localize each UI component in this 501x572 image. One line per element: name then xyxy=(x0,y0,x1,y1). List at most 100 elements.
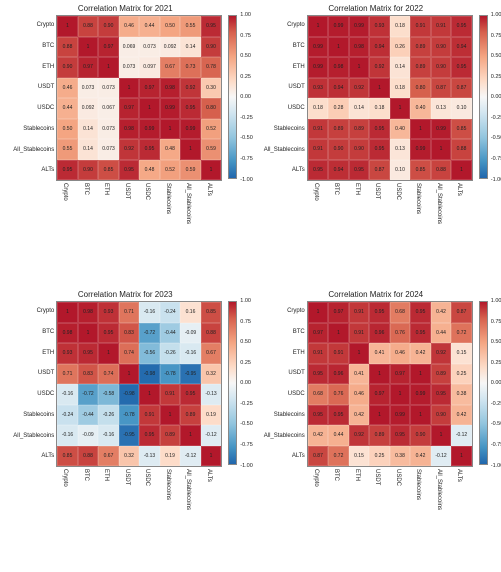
heatmap-cell: 0.46 xyxy=(349,384,370,405)
heatmap-cell: 0.97 xyxy=(98,37,119,58)
heatmap-cell: 0.87 xyxy=(369,160,390,181)
heatmap-cell: 0.14 xyxy=(78,139,99,160)
y-label: USDC xyxy=(264,384,305,405)
heatmap-cell: 1 xyxy=(57,302,78,323)
heatmap-cell: 1 xyxy=(139,98,160,119)
heatmap-cell: -0.98 xyxy=(119,384,140,405)
heatmap-cell: -0.78 xyxy=(160,364,181,385)
heatmap-cell: 0.91 xyxy=(139,405,160,426)
heatmap-cell: 0.073 xyxy=(78,78,99,99)
heatmap-cell: 0.46 xyxy=(57,78,78,99)
heatmap-cell: 0.50 xyxy=(160,16,181,37)
heatmap-cell: 0.94 xyxy=(328,160,349,181)
heatmap-cell: 0.90 xyxy=(57,57,78,78)
heatmap-cell: -0.13 xyxy=(139,446,160,467)
heatmap-cell: 0.95 xyxy=(139,139,160,160)
heatmap-cell: 0.13 xyxy=(431,98,452,119)
heatmap-cell: -0.44 xyxy=(160,323,181,344)
heatmap-cell: 0.48 xyxy=(160,139,181,160)
colorbar-tick: 0.75 xyxy=(491,320,501,326)
heatmap-cell: 0.74 xyxy=(119,343,140,364)
y-label: ALTs xyxy=(264,446,305,467)
heatmap-cell: 0.15 xyxy=(349,446,370,467)
heatmap-cell: 0.83 xyxy=(119,323,140,344)
heatmap-cell: 0.092 xyxy=(78,98,99,119)
heatmap-cell: 0.95 xyxy=(78,343,99,364)
x-label: ALTs xyxy=(172,183,212,204)
y-label: BTC xyxy=(13,322,54,343)
chart-grid: Correlation Matrix for 2021 CryptoBTCETHU… xyxy=(0,0,501,572)
heatmap-cell: 0.88 xyxy=(57,37,78,58)
heatmap-cell: 0.99 xyxy=(328,16,349,37)
heatmap-body: CryptoBTCETHUSDTUSDCStablecoinsAll_Stabl… xyxy=(13,301,237,509)
y-label: All_Stablecoins xyxy=(264,140,305,161)
y-label: BTC xyxy=(264,36,305,57)
heatmap-cell: 1 xyxy=(201,446,222,467)
heatmap-cell: 0.069 xyxy=(119,37,140,58)
heatmap-cell: 0.95 xyxy=(410,323,431,344)
heatmap-cell: 0.87 xyxy=(431,78,452,99)
heatmap-cell: 0.99 xyxy=(390,405,411,426)
y-label: Stablecoins xyxy=(13,405,54,426)
heatmap-cell: 0.10 xyxy=(390,160,411,181)
heatmap-cell: 0.95 xyxy=(451,57,472,78)
heatmap-cell: 0.097 xyxy=(139,57,160,78)
heatmap-cell: 0.92 xyxy=(349,78,370,99)
colorbar-ticks: 1.000.750.500.250.00-0.25-0.50-0.75-1.00 xyxy=(491,13,501,183)
heatmap-cell: 0.42 xyxy=(308,425,329,446)
chart-title: Correlation Matrix for 2021 xyxy=(78,4,173,13)
colorbar-tick: -1.00 xyxy=(491,464,501,470)
heatmap-cell: 1 xyxy=(431,139,452,160)
heatmap-cell: 0.68 xyxy=(308,384,329,405)
heatmap-cell: -0.16 xyxy=(139,302,160,323)
heatmap-cell: 0.96 xyxy=(369,323,390,344)
heatmap-cell: 0.52 xyxy=(160,160,181,181)
heatmap-cell: 0.95 xyxy=(349,160,370,181)
heatmap-body: CryptoBTCETHUSDTUSDCStablecoinsAll_Stabl… xyxy=(264,15,488,223)
heatmap-cell: 1 xyxy=(390,98,411,119)
x-axis-labels: CryptoBTCETHUSDTUSDCStablecoinsAll_Stabl… xyxy=(13,183,222,223)
x-axis-labels: CryptoBTCETHUSDTUSDCStablecoinsAll_Stabl… xyxy=(264,469,473,509)
heatmap-cell: 0.91 xyxy=(410,16,431,37)
heatmap-cell: 0.90 xyxy=(328,139,349,160)
heatmap-cell: -0.13 xyxy=(201,384,222,405)
heatmap-cell: 1 xyxy=(119,364,140,385)
heatmap-matrix: 10.970.910.950.680.950.420.870.9710.910.… xyxy=(307,301,473,467)
heatmap-cell: 0.97 xyxy=(308,323,329,344)
panel-2024: Correlation Matrix for 2024CryptoBTCETHU… xyxy=(251,286,501,572)
heatmap-cell: 0.99 xyxy=(160,98,181,119)
y-label: USDC xyxy=(13,98,54,119)
colorbar-tick: 0.00 xyxy=(491,381,501,387)
heatmap-cell: 0.92 xyxy=(349,425,370,446)
heatmap-cell: 0.38 xyxy=(390,446,411,467)
heatmap-cell: 1 xyxy=(451,160,472,181)
x-axis-labels: CryptoBTCETHUSDTUSDCStablecoinsAll_Stabl… xyxy=(264,183,473,223)
heatmap-cell: 0.89 xyxy=(410,37,431,58)
heatmap-cell: 0.95 xyxy=(451,16,472,37)
y-label: ETH xyxy=(13,57,54,78)
y-label: BTC xyxy=(13,36,54,57)
heatmap-cell: -0.12 xyxy=(431,446,452,467)
heatmap-cell: 0.42 xyxy=(410,343,431,364)
heatmap-cell: 0.90 xyxy=(98,16,119,37)
heatmap-cell: 0.78 xyxy=(201,57,222,78)
heatmap-cell: 0.50 xyxy=(57,119,78,140)
heatmap-cell: 1 xyxy=(139,384,160,405)
heatmap-cell: 0.68 xyxy=(390,302,411,323)
heatmap-cell: 0.90 xyxy=(431,405,452,426)
y-label: Stablecoins xyxy=(13,119,54,140)
heatmap-cell: 1 xyxy=(369,364,390,385)
heatmap-cell: 0.95 xyxy=(308,405,329,426)
heatmap-cell: 0.95 xyxy=(308,364,329,385)
heatmap-cell: 0.91 xyxy=(308,343,329,364)
heatmap-cell: 0.71 xyxy=(57,364,78,385)
heatmap-cell: 0.94 xyxy=(451,37,472,58)
heatmap-cell: 0.38 xyxy=(451,384,472,405)
heatmap-cell: -0.09 xyxy=(78,425,99,446)
heatmap-cell: 0.98 xyxy=(328,57,349,78)
colorbar: 1.000.750.500.250.00-0.25-0.50-0.75-1.00 xyxy=(479,15,488,179)
heatmap-cell: 0.90 xyxy=(349,139,370,160)
heatmap-body: CryptoBTCETHUSDTUSDCStablecoinsAll_Stabl… xyxy=(13,15,237,223)
heatmap-cell: 0.89 xyxy=(328,119,349,140)
colorbar-tick: -0.25 xyxy=(491,116,501,122)
